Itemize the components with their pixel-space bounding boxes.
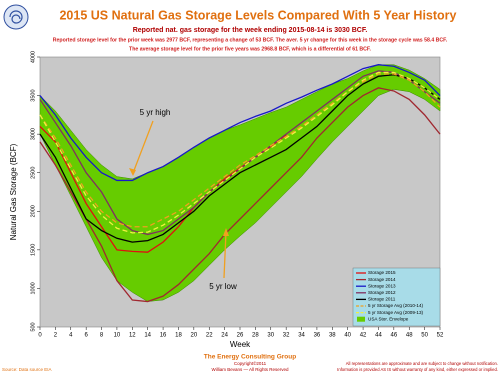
annotation: 5 yr low [209, 282, 237, 291]
legend-label: Storage 2015 [368, 270, 396, 275]
note: The average storage level for the prior … [129, 46, 371, 52]
annotation-arrow [223, 231, 227, 279]
x-tick-label: 12 [129, 333, 136, 339]
legend-label: Storage 2011 [368, 297, 396, 302]
x-tick-label: 10 [114, 333, 121, 339]
y-tick-label: 2000 [30, 205, 36, 217]
footer-source: Source: Data source EIA [2, 367, 52, 372]
y-tick-label: 500 [30, 322, 36, 331]
x-tick-label: 48 [406, 333, 413, 339]
y-tick-label: 4000 [30, 51, 36, 63]
note: Reported storage level for the prior wee… [53, 37, 448, 43]
y-tick-label: 2500 [30, 167, 36, 179]
x-tick-label: 38 [329, 333, 336, 339]
disclaimer: Information is provided AS IS without wa… [337, 367, 498, 372]
chart-title: 2015 US Natural Gas Storage Levels Compa… [59, 8, 456, 22]
legend-label: Storage 2012 [368, 290, 396, 295]
x-tick-label: 52 [437, 333, 444, 339]
x-tick-label: 34 [298, 333, 305, 339]
x-tick-label: 40 [344, 333, 351, 339]
x-tick-label: 46 [391, 333, 398, 339]
y-tick-label: 3000 [30, 128, 36, 140]
annotation-arrowhead [223, 228, 229, 236]
x-tick-label: 28 [252, 333, 259, 339]
footer-copyright: Copyright©2011 [234, 360, 267, 366]
x-tick-label: 36 [314, 333, 321, 339]
y-axis-label: Natural Gas Storage (BCF) [9, 143, 18, 240]
y-tick-label: 1000 [30, 282, 36, 294]
legend-label: Storage 2013 [368, 283, 396, 288]
series-line [39, 71, 441, 234]
x-tick-label: 2 [54, 333, 58, 339]
series-line [39, 73, 441, 228]
annotation-arrow [132, 120, 154, 174]
legend-label: 5 yr Storage Avg (2010-14) [368, 303, 424, 308]
y-tick-label: 3500 [30, 89, 36, 101]
x-tick-label: 0 [38, 333, 42, 339]
x-axis-label: Week [230, 340, 251, 349]
x-tick-label: 42 [360, 333, 367, 339]
x-tick-label: 30 [267, 333, 274, 339]
series-line [39, 64, 441, 182]
logo [3, 4, 29, 30]
x-tick-label: 14 [144, 333, 151, 339]
x-tick-label: 26 [237, 333, 244, 339]
annotation: 5 yr high [140, 108, 171, 117]
legend-label: USA Stor. Envelope [368, 316, 409, 321]
footer-author: William Bevans — All Rights Reserved [211, 367, 289, 372]
footer-org: The Energy Consulting Group [204, 354, 296, 361]
legend-box [352, 267, 441, 327]
series-line [39, 74, 441, 243]
y-tick-label: 1500 [30, 244, 36, 256]
x-tick-label: 32 [283, 333, 290, 339]
chart-subtitle: Reported nat. gas storage for the week e… [133, 27, 368, 34]
legend-swatch [357, 316, 365, 322]
x-tick-label: 50 [421, 333, 428, 339]
legend-label: 5 yr Storage Avg (2009-13) [368, 310, 424, 315]
disclaimer: All representations are approximate and … [346, 361, 498, 366]
x-tick-label: 8 [100, 333, 104, 339]
x-tick-label: 4 [69, 333, 73, 339]
x-tick-label: 6 [84, 333, 88, 339]
x-tick-label: 44 [375, 333, 382, 339]
annotation-arrowhead [129, 168, 136, 176]
x-tick-label: 20 [191, 333, 198, 339]
x-tick-label: 24 [221, 333, 228, 339]
x-tick-label: 22 [206, 333, 213, 339]
x-tick-label: 18 [175, 333, 182, 339]
x-tick-label: 16 [160, 333, 167, 339]
legend-label: Storage 2014 [368, 277, 396, 282]
series-line [39, 87, 441, 303]
